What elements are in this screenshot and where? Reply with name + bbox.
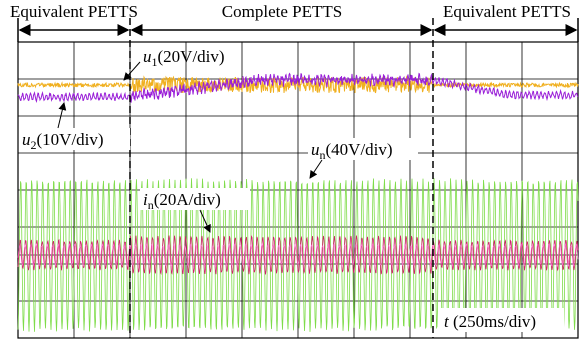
label-t: t (250ms/div) xyxy=(444,312,536,331)
symbol: u xyxy=(311,140,320,159)
scale: (40V/div) xyxy=(326,140,393,159)
scale: (20A/div) xyxy=(154,190,221,209)
scale: (10V/div) xyxy=(37,130,104,149)
segment-label: Complete PETTS xyxy=(222,2,342,21)
scale: (250ms/div) xyxy=(449,312,536,331)
symbol: u xyxy=(22,130,31,149)
segment-label: Equivalent PETTS xyxy=(443,2,571,21)
scale: (20V/div) xyxy=(158,47,225,66)
scope-figure: Equivalent PETTS Complete PETTS Equivale… xyxy=(0,0,587,343)
page: {"header":{"segments":["Equivalent PETTS… xyxy=(0,0,587,343)
label-in: in(20A/div) xyxy=(143,190,221,212)
symbol: u xyxy=(143,47,152,66)
segment-label: Equivalent PETTS xyxy=(10,2,138,21)
